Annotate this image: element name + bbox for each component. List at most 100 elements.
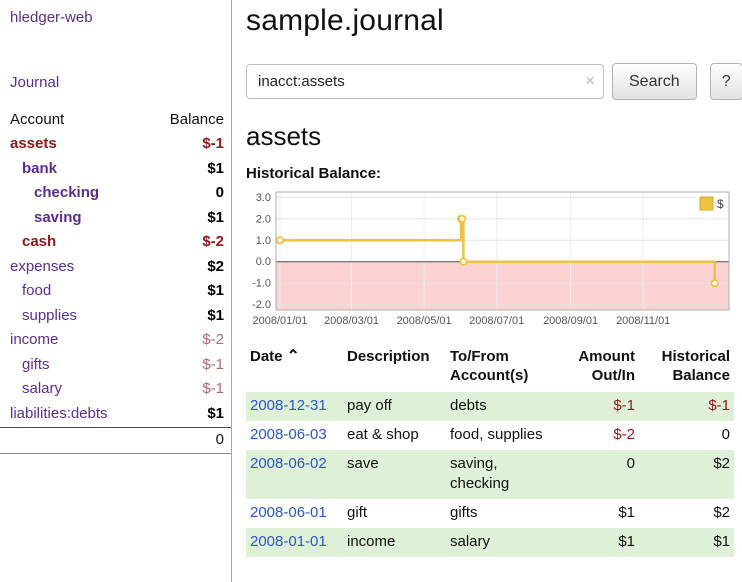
transaction-row: 2008-01-01 income salary $1 $1	[246, 528, 734, 557]
search-button[interactable]: Search	[612, 63, 697, 100]
column-header-label: Historical	[661, 348, 730, 365]
amount-cell: $-2	[613, 426, 635, 443]
data-point-marker	[710, 279, 719, 288]
account-balance: $1	[207, 306, 224, 324]
account-link-checking[interactable]: checking	[34, 184, 100, 201]
transaction-date-link[interactable]: 2008-06-03	[250, 426, 327, 443]
account-balance: $-2	[202, 233, 224, 250]
account-row: supplies $1	[0, 304, 231, 329]
account-balance: $1	[207, 208, 224, 226]
transactions-body: 2008-12-31 pay off debts $-1 $-1 2008-06-03 ea…	[246, 392, 734, 557]
account-heading: assets	[246, 121, 322, 151]
account-row: checking 0	[0, 181, 231, 206]
svg-text:2008/11/01: 2008/11/01	[616, 315, 670, 327]
column-header-label: Description	[347, 348, 430, 365]
data-point-marker	[275, 236, 285, 245]
transaction-row: 2008-06-01 gift gifts $1 $2	[246, 499, 734, 528]
amount-cell: 0	[626, 455, 635, 472]
account-balance: 0	[215, 184, 224, 201]
account-row: assets $-1	[0, 132, 231, 157]
balance-cell: $2	[713, 504, 730, 521]
description-cell: pay off	[347, 397, 392, 414]
account-link-income[interactable]: income	[10, 331, 59, 348]
column-header-date[interactable]: Date ⌃	[246, 346, 343, 392]
svg-text:2008/03/01: 2008/03/01	[324, 315, 379, 327]
accounts-header: Account Balance	[0, 107, 231, 132]
account-link-assets[interactable]: assets	[10, 135, 57, 152]
data-point-marker	[458, 214, 467, 223]
account-balance: $-1	[202, 380, 224, 397]
search-bar: × Search ?	[246, 63, 742, 100]
column-header-label: To/From	[450, 348, 509, 365]
legend-swatch	[699, 196, 714, 211]
data-point-marker	[459, 257, 468, 266]
column-header-description[interactable]: Description	[343, 346, 446, 392]
column-header-label: Balance	[672, 367, 730, 384]
app-title-link[interactable]: hledger-web	[10, 9, 93, 26]
account-balance: $-2	[202, 331, 224, 348]
description-cell: income	[347, 533, 396, 550]
account-link-salary[interactable]: salary	[22, 380, 63, 397]
svg-text:3.0: 3.0	[256, 192, 271, 204]
account-row: expenses $2	[0, 255, 231, 280]
date-cell: 2008-06-03	[246, 421, 343, 450]
date-cell: 2008-01-01	[246, 528, 343, 557]
help-button[interactable]: ?	[709, 63, 742, 100]
account-balance: $-1	[202, 355, 224, 373]
accounts-cell: debts	[450, 397, 487, 414]
transactions-header-row: Date ⌃ Description To/From Account(s) Amount O…	[246, 346, 734, 392]
account-balance: $1	[207, 159, 224, 177]
account-link-cash[interactable]: cash	[22, 233, 57, 250]
transaction-row: 2008-06-03 eat & shop food, supplies $-2 0	[246, 421, 734, 450]
balance-cell: $-1	[708, 397, 730, 414]
description-cell: eat & shop	[347, 426, 419, 443]
account-balance: $1	[207, 404, 224, 422]
account-row: saving $1	[0, 206, 231, 231]
account-link-liabilities-debts[interactable]: liabilities:debts	[10, 404, 108, 422]
svg-text:2008/05/01: 2008/05/01	[397, 315, 452, 327]
svg-text:-1.0: -1.0	[252, 278, 271, 290]
accounts-rows: assets $-1 bank $1 checking 0 saving $1 cash $-2 e…	[0, 132, 231, 426]
transaction-date-link[interactable]: 2008-12-31	[250, 397, 327, 414]
account-link-saving[interactable]: saving	[34, 208, 82, 226]
transactions-table: Date ⌃ Description To/From Account(s) Amount O…	[246, 346, 734, 557]
transaction-row: 2008-12-31 pay off debts $-1 $-1	[246, 392, 734, 421]
account-row: food $1	[0, 279, 231, 304]
transaction-date-link[interactable]: 2008-06-02	[250, 455, 327, 472]
chart-title: Historical Balance:	[246, 165, 382, 182]
accounts-total: 0	[0, 427, 231, 454]
date-cell: 2008-06-02	[246, 450, 343, 499]
accounts-cell: gifts	[450, 504, 478, 521]
chart-legend: $	[696, 194, 728, 214]
svg-text:2008/01/01: 2008/01/01	[252, 315, 307, 327]
date-cell: 2008-12-31	[246, 392, 343, 421]
column-header-balance[interactable]: Historical Balance	[639, 346, 734, 392]
account-link-food[interactable]: food	[22, 282, 52, 299]
search-input[interactable]	[246, 64, 604, 99]
account-row: gifts $-1	[0, 353, 231, 378]
account-row: bank $1	[0, 157, 231, 182]
account-balance: $2	[207, 257, 224, 275]
sidebar-item-journal[interactable]: Journal	[10, 74, 60, 91]
account-row: income $-2	[0, 328, 231, 353]
svg-text:2.0: 2.0	[256, 213, 271, 225]
account-link-supplies[interactable]: supplies	[22, 306, 78, 324]
svg-text:2008/09/01: 2008/09/01	[543, 315, 598, 327]
column-header-accounts[interactable]: To/From Account(s)	[446, 346, 559, 392]
column-header-label: Date	[250, 348, 283, 365]
account-link-bank[interactable]: bank	[22, 159, 58, 177]
balance-cell: $1	[713, 533, 730, 550]
accounts-cell: food, supplies	[450, 426, 543, 443]
account-link-gifts[interactable]: gifts	[22, 355, 50, 373]
transaction-date-link[interactable]: 2008-06-01	[250, 504, 327, 521]
account-link-expenses[interactable]: expenses	[10, 257, 75, 275]
transaction-date-link[interactable]: 2008-01-01	[250, 533, 327, 550]
description-cell: gift	[347, 504, 368, 521]
svg-text:0.0: 0.0	[256, 256, 271, 268]
clear-search-icon[interactable]: ×	[585, 71, 595, 90]
search-input-wrap: ×	[246, 64, 604, 99]
svg-text:-2.0: -2.0	[252, 299, 271, 311]
main-content: sample.journal × Search ? assets Histori…	[232, 0, 742, 582]
column-header-amount[interactable]: Amount Out/In	[559, 346, 639, 392]
